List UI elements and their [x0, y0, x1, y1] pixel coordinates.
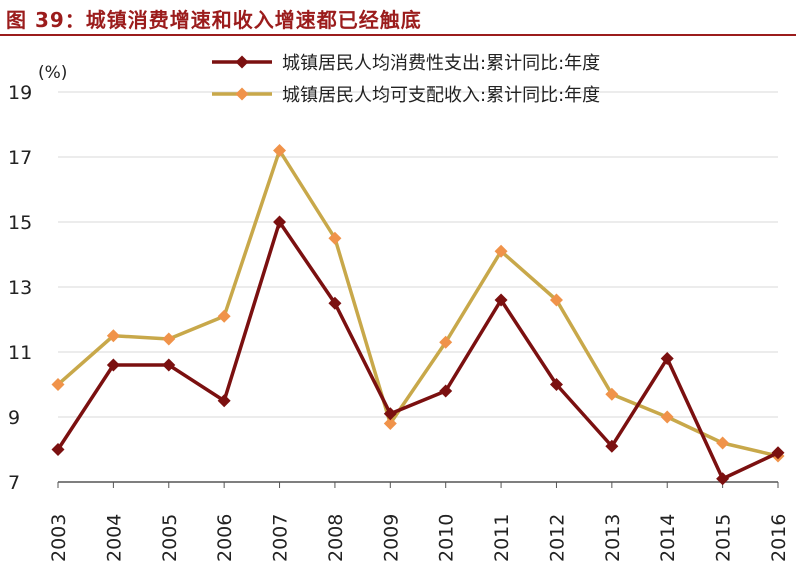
- legend-swatch-marker: [235, 55, 249, 69]
- data-point: [51, 443, 65, 456]
- y-tick-label: 17: [8, 147, 32, 169]
- data-point: [494, 244, 508, 258]
- x-tick-label: 2014: [657, 514, 679, 562]
- x-tick-label: 2005: [159, 514, 181, 562]
- data-point: [605, 387, 619, 401]
- data-point: [328, 231, 342, 245]
- y-tick-label: 15: [8, 212, 32, 234]
- figure-title: 图 39：城镇消费增速和收入增速都已经触底: [6, 8, 422, 32]
- x-tick-label: 2008: [325, 514, 347, 562]
- data-point: [716, 436, 730, 450]
- x-tick-label: 2004: [103, 514, 125, 562]
- x-tick-label: 2007: [270, 514, 292, 562]
- data-point: [106, 358, 120, 372]
- data-point: [494, 293, 508, 307]
- x-tick-label: 2010: [436, 514, 458, 562]
- y-tick-label: 9: [8, 407, 20, 429]
- data-point: [162, 358, 176, 372]
- data-point: [217, 394, 231, 408]
- y-tick-labels: 7 9 11 13 15 17 19: [8, 82, 32, 494]
- series-line-1: [56, 148, 779, 458]
- title-divider: [0, 34, 796, 36]
- x-tick-label: 2013: [602, 514, 624, 562]
- x-tick-label: 2016: [768, 514, 790, 562]
- y-tick-label: 19: [8, 82, 32, 104]
- data-point: [217, 309, 231, 323]
- data-point: [549, 378, 563, 391]
- data-point: [716, 472, 730, 486]
- x-tick-label: 2015: [713, 514, 735, 562]
- y-tick-label: 13: [8, 277, 32, 299]
- x-tick-labels: 2003 2004 2005 2006 2007 2008 2009 2010 2011 2012…: [48, 514, 790, 562]
- legend-entry-label: 城镇居民人均消费性支出:累计同比:年度: [282, 53, 600, 74]
- x-tick-label: 2006: [214, 514, 236, 562]
- data-point: [51, 378, 65, 391]
- data-point: [439, 335, 453, 349]
- y-tick-label: 7: [8, 472, 20, 494]
- data-point: [605, 439, 619, 453]
- y-tick-label: 11: [8, 342, 32, 364]
- data-point: [660, 410, 674, 424]
- series-group: [51, 144, 785, 486]
- legend-entry-label: 城镇居民人均可支配收入:累计同比:年度: [282, 85, 600, 106]
- x-tick-label: 2009: [380, 514, 402, 562]
- data-point: [439, 384, 453, 398]
- data-point: [273, 215, 287, 229]
- x-tick-label: 2003: [48, 514, 70, 562]
- data-point: [383, 417, 397, 430]
- data-point: [328, 296, 342, 310]
- y-axis-unit-label: (%): [38, 63, 67, 83]
- legend-swatch-marker: [235, 87, 249, 101]
- data-point: [549, 293, 563, 307]
- data-point: [383, 407, 397, 421]
- data-point: [660, 352, 674, 365]
- x-tick-label: 2011: [491, 514, 513, 562]
- data-point: [106, 329, 120, 343]
- gridlines: [58, 91, 778, 418]
- x-tick-label: 2012: [546, 514, 568, 562]
- data-point: [771, 446, 785, 460]
- data-point: [273, 144, 287, 157]
- axes: [57, 481, 779, 488]
- data-point: [162, 332, 176, 346]
- series-line-0: [56, 220, 779, 481]
